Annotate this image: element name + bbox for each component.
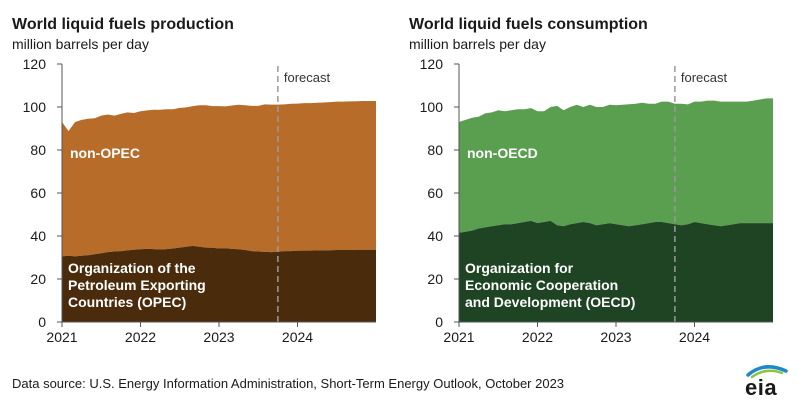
y-tick-label: 80 [30, 142, 46, 158]
y-tick-label: 60 [30, 185, 46, 201]
x-tick-label: 2022 [522, 329, 553, 345]
series-label-non-oecd: non-OECD [467, 145, 538, 161]
series-label-oecd: Organization for [465, 260, 574, 276]
consumption-title: World liquid fuels consumption [409, 16, 648, 33]
series-area-non-opec [62, 101, 376, 257]
y-tick-label: 120 [420, 56, 444, 72]
series-label-opec: Petroleum Exporting [68, 277, 206, 293]
y-tick-label: 120 [23, 56, 47, 72]
consumption-chart: World liquid fuels consumption million b… [409, 16, 773, 345]
x-tick-label: 2023 [600, 329, 631, 345]
y-tick-label: 0 [435, 314, 443, 330]
x-tick-label: 2022 [125, 329, 156, 345]
x-tick-label: 2023 [203, 329, 234, 345]
series-label-oecd: and Development (OECD) [465, 294, 635, 310]
y-tick-label: 20 [30, 271, 46, 287]
x-tick-label: 2021 [46, 329, 77, 345]
series-area-bottom [459, 220, 773, 322]
x-tick-label: 2024 [679, 329, 710, 345]
eia-logo-text: eia [745, 375, 778, 400]
production-subtitle: million barrels per day [12, 36, 149, 52]
y-tick-label: 40 [30, 228, 46, 244]
forecast-label: forecast [284, 70, 331, 85]
x-tick-label: 2021 [443, 329, 474, 345]
data-source-note: Data source: U.S. Energy Information Adm… [12, 376, 565, 391]
y-tick-label: 100 [23, 99, 47, 115]
series-label-opec: Organization of the [68, 260, 196, 276]
y-tick-label: 100 [420, 99, 444, 115]
y-tick-label: 20 [427, 271, 443, 287]
series-label-non-opec: non-OPEC [70, 145, 140, 161]
series-label-opec: Countries (OPEC) [68, 294, 186, 310]
y-tick-label: 0 [38, 314, 46, 330]
y-tick-label: 40 [427, 228, 443, 244]
production-chart: World liquid fuels production million ba… [12, 16, 376, 345]
consumption-panel: World liquid fuels consumption million b… [397, 0, 797, 370]
consumption-subtitle: million barrels per day [409, 36, 546, 52]
production-plot-area: forecast 0 20 40 60 80 100 120 2021 2022 2023 2024 n… [23, 56, 376, 345]
series-area-bottom [62, 245, 376, 322]
y-tick-label: 80 [427, 142, 443, 158]
production-panel: World liquid fuels production million ba… [0, 0, 400, 370]
eia-logo-mark-icon [746, 365, 788, 379]
series-area-non-oecd [459, 98, 773, 233]
x-tick-label: 2024 [282, 329, 313, 345]
series-label-oecd: Economic Cooperation [465, 277, 618, 293]
consumption-plot-area: forecast 0 20 40 60 80 100 120 2021 2022 2023 2024 n… [420, 56, 773, 345]
y-tick-label: 60 [427, 185, 443, 201]
forecast-label: forecast [681, 70, 728, 85]
production-title: World liquid fuels production [12, 16, 234, 33]
eia-logo: eia [742, 363, 792, 400]
